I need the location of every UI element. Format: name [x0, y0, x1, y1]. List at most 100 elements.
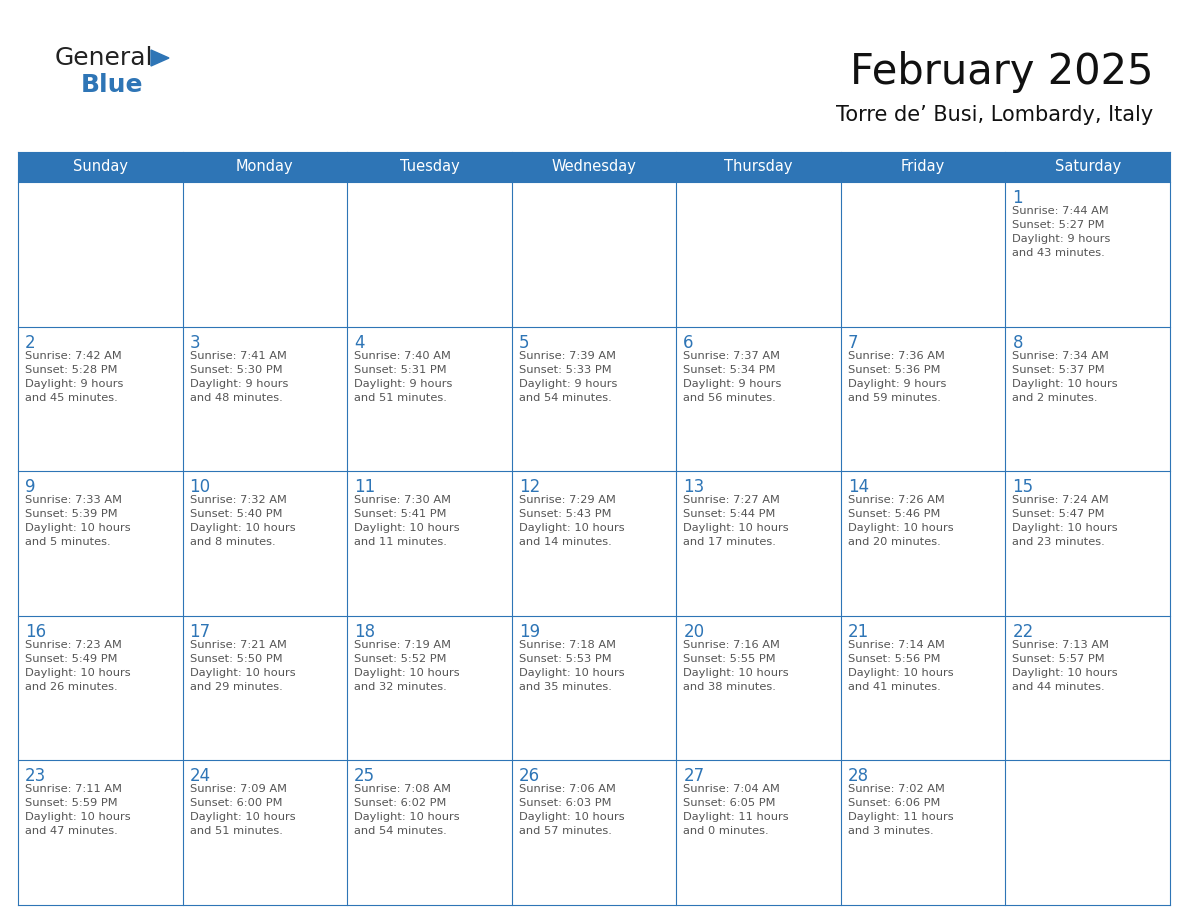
- Text: Sunset: 5:52 PM: Sunset: 5:52 PM: [354, 654, 447, 664]
- Bar: [1005, 616, 1170, 760]
- Text: and 57 minutes.: and 57 minutes.: [519, 826, 612, 836]
- Bar: [347, 616, 512, 760]
- Text: 9: 9: [25, 478, 36, 497]
- Text: 20: 20: [683, 622, 704, 641]
- Text: Daylight: 10 hours: Daylight: 10 hours: [848, 667, 954, 677]
- Text: Sunrise: 7:41 AM: Sunrise: 7:41 AM: [190, 351, 286, 361]
- Text: Daylight: 11 hours: Daylight: 11 hours: [683, 812, 789, 823]
- Text: Tuesday: Tuesday: [399, 160, 460, 174]
- Text: Daylight: 10 hours: Daylight: 10 hours: [519, 667, 625, 677]
- Text: Sunrise: 7:23 AM: Sunrise: 7:23 AM: [25, 640, 122, 650]
- Text: Sunrise: 7:02 AM: Sunrise: 7:02 AM: [848, 784, 944, 794]
- Bar: [1005, 760, 1170, 905]
- Text: Wednesday: Wednesday: [551, 160, 637, 174]
- Text: and 17 minutes.: and 17 minutes.: [683, 537, 776, 547]
- Text: and 54 minutes.: and 54 minutes.: [519, 393, 612, 403]
- Text: and 54 minutes.: and 54 minutes.: [354, 826, 447, 836]
- Text: Sunset: 6:03 PM: Sunset: 6:03 PM: [519, 799, 611, 809]
- Bar: [512, 616, 676, 760]
- Text: 5: 5: [519, 333, 529, 352]
- Bar: [347, 760, 512, 905]
- Text: Daylight: 9 hours: Daylight: 9 hours: [848, 378, 946, 388]
- Text: Sunrise: 7:33 AM: Sunrise: 7:33 AM: [25, 495, 122, 505]
- Bar: [18, 616, 183, 760]
- Text: Daylight: 9 hours: Daylight: 9 hours: [190, 378, 287, 388]
- Text: Sunset: 5:47 PM: Sunset: 5:47 PM: [1012, 509, 1105, 520]
- Text: Sunset: 5:31 PM: Sunset: 5:31 PM: [354, 364, 447, 375]
- Text: Daylight: 9 hours: Daylight: 9 hours: [25, 378, 124, 388]
- Text: Daylight: 10 hours: Daylight: 10 hours: [1012, 523, 1118, 533]
- Bar: [1005, 182, 1170, 327]
- Bar: [676, 471, 841, 616]
- Text: 18: 18: [354, 622, 375, 641]
- Text: Sunrise: 7:42 AM: Sunrise: 7:42 AM: [25, 351, 121, 361]
- Text: Sunset: 5:57 PM: Sunset: 5:57 PM: [1012, 654, 1105, 664]
- Text: and 48 minutes.: and 48 minutes.: [190, 393, 283, 403]
- Text: 17: 17: [190, 622, 210, 641]
- Text: Daylight: 10 hours: Daylight: 10 hours: [25, 667, 131, 677]
- Text: and 5 minutes.: and 5 minutes.: [25, 537, 110, 547]
- Text: General: General: [55, 46, 153, 70]
- Text: Daylight: 10 hours: Daylight: 10 hours: [190, 667, 295, 677]
- Text: 6: 6: [683, 333, 694, 352]
- Bar: [183, 182, 347, 327]
- Text: Sunrise: 7:44 AM: Sunrise: 7:44 AM: [1012, 206, 1110, 216]
- Bar: [1005, 327, 1170, 471]
- Text: 19: 19: [519, 622, 539, 641]
- Text: and 38 minutes.: and 38 minutes.: [683, 682, 776, 692]
- Text: Sunset: 5:28 PM: Sunset: 5:28 PM: [25, 364, 118, 375]
- Bar: [347, 471, 512, 616]
- Text: Sunset: 5:39 PM: Sunset: 5:39 PM: [25, 509, 118, 520]
- Text: Sunset: 5:44 PM: Sunset: 5:44 PM: [683, 509, 776, 520]
- Text: 11: 11: [354, 478, 375, 497]
- Bar: [841, 471, 1005, 616]
- Text: Sunset: 6:00 PM: Sunset: 6:00 PM: [190, 799, 282, 809]
- Text: and 59 minutes.: and 59 minutes.: [848, 393, 941, 403]
- Text: Torre de’ Busi, Lombardy, Italy: Torre de’ Busi, Lombardy, Italy: [835, 105, 1154, 125]
- Text: and 0 minutes.: and 0 minutes.: [683, 826, 769, 836]
- Bar: [18, 471, 183, 616]
- Text: Monday: Monday: [236, 160, 293, 174]
- Text: 26: 26: [519, 767, 539, 786]
- Text: 28: 28: [848, 767, 868, 786]
- Bar: [183, 327, 347, 471]
- Text: Sunset: 5:43 PM: Sunset: 5:43 PM: [519, 509, 611, 520]
- Bar: [512, 327, 676, 471]
- Text: Sunrise: 7:36 AM: Sunrise: 7:36 AM: [848, 351, 944, 361]
- Text: 14: 14: [848, 478, 868, 497]
- Text: Daylight: 10 hours: Daylight: 10 hours: [25, 523, 131, 533]
- Bar: [183, 471, 347, 616]
- Text: 8: 8: [1012, 333, 1023, 352]
- Bar: [347, 327, 512, 471]
- Text: and 3 minutes.: and 3 minutes.: [848, 826, 934, 836]
- Text: Sunrise: 7:26 AM: Sunrise: 7:26 AM: [848, 495, 944, 505]
- Text: and 35 minutes.: and 35 minutes.: [519, 682, 612, 692]
- Text: Sunset: 6:06 PM: Sunset: 6:06 PM: [848, 799, 940, 809]
- Text: Daylight: 10 hours: Daylight: 10 hours: [683, 667, 789, 677]
- Bar: [841, 760, 1005, 905]
- Text: Daylight: 10 hours: Daylight: 10 hours: [190, 812, 295, 823]
- Bar: [841, 327, 1005, 471]
- Text: 15: 15: [1012, 478, 1034, 497]
- Polygon shape: [151, 50, 169, 66]
- Text: Sunset: 5:40 PM: Sunset: 5:40 PM: [190, 509, 282, 520]
- Text: and 41 minutes.: and 41 minutes.: [848, 682, 941, 692]
- Text: Sunrise: 7:11 AM: Sunrise: 7:11 AM: [25, 784, 122, 794]
- Text: February 2025: February 2025: [849, 51, 1154, 93]
- Text: Sunrise: 7:04 AM: Sunrise: 7:04 AM: [683, 784, 781, 794]
- Text: and 51 minutes.: and 51 minutes.: [190, 826, 283, 836]
- Text: Sunrise: 7:30 AM: Sunrise: 7:30 AM: [354, 495, 451, 505]
- Text: 13: 13: [683, 478, 704, 497]
- Bar: [676, 760, 841, 905]
- Text: Sunrise: 7:09 AM: Sunrise: 7:09 AM: [190, 784, 286, 794]
- Text: 16: 16: [25, 622, 46, 641]
- Text: Sunset: 6:02 PM: Sunset: 6:02 PM: [354, 799, 447, 809]
- Text: Sunset: 5:27 PM: Sunset: 5:27 PM: [1012, 220, 1105, 230]
- Text: 27: 27: [683, 767, 704, 786]
- Text: Sunset: 5:49 PM: Sunset: 5:49 PM: [25, 654, 118, 664]
- Text: Sunrise: 7:37 AM: Sunrise: 7:37 AM: [683, 351, 781, 361]
- Text: Daylight: 9 hours: Daylight: 9 hours: [354, 378, 453, 388]
- Text: Sunrise: 7:24 AM: Sunrise: 7:24 AM: [1012, 495, 1110, 505]
- Text: Sunrise: 7:27 AM: Sunrise: 7:27 AM: [683, 495, 781, 505]
- Text: 1: 1: [1012, 189, 1023, 207]
